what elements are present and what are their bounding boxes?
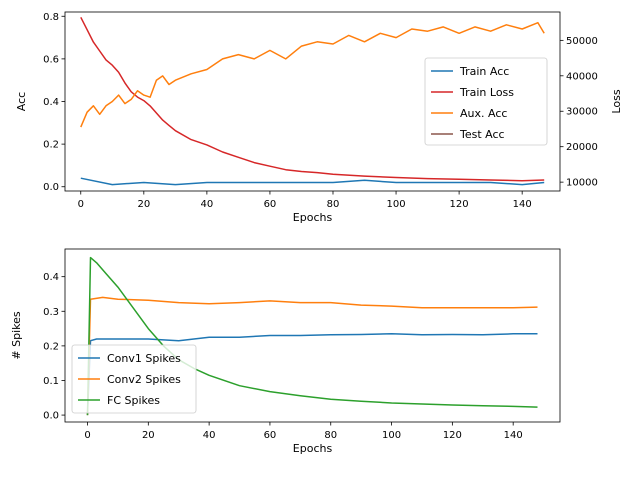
x-tick-label: 140 [504, 430, 523, 441]
x-tick-label: 140 [513, 199, 532, 210]
x-tick-label: 80 [327, 199, 340, 210]
x-tick-label: 20 [142, 430, 155, 441]
legend-label: Conv2 Spikes [107, 373, 181, 386]
y-right-tick-label: 10000 [566, 178, 598, 189]
legend-label: Test Acc [459, 128, 505, 141]
series-line-train-acc [80, 177, 545, 186]
y-tick-label: 0.6 [43, 54, 59, 65]
y-right-axis-label: Loss [610, 89, 623, 113]
y-tick-label: 0.4 [43, 97, 59, 108]
y-tick-label: 0.3 [43, 307, 59, 318]
series-line-conv2-spikes [86, 296, 538, 416]
chart-panel-1: 0 20 40 60 80 100 120 140 0.0 0.2 0.4 0.6 0.8 10000 20… [15, 11, 623, 224]
series-line-train-loss [80, 16, 545, 182]
legend: Train Acc Train Loss Aux. Acc Test Acc [424, 57, 548, 146]
x-axis-label: Epochs [293, 211, 333, 224]
y-tick-label: 0.8 [43, 12, 59, 23]
series-line-fc-spikes [86, 256, 538, 416]
y-axis-label: Acc [15, 92, 28, 111]
y-tick-label: 0.2 [43, 341, 59, 352]
y-tick-label: 0.1 [43, 376, 59, 387]
legend-label: FC Spikes [107, 394, 160, 407]
y-tick-label: 0.4 [43, 272, 59, 283]
chart-panel-2: 0 20 40 60 80 100 120 140 0.0 0.1 0.2 0.3 0.4 Epochs #… [10, 248, 561, 455]
y-right-tick-label: 20000 [566, 142, 598, 153]
x-axis-label: Epochs [293, 442, 333, 455]
legend-label: Train Loss [459, 86, 514, 99]
legend-label: Conv1 Spikes [107, 352, 181, 365]
axes-frame [64, 248, 561, 423]
legend-label: Train Acc [459, 65, 509, 78]
y-right-tick-label: 30000 [566, 107, 598, 118]
x-tick-label: 60 [264, 199, 277, 210]
legend-box [71, 344, 197, 414]
legend: Conv1 Spikes Conv2 Spikes FC Spikes [71, 344, 197, 414]
x-tick-label: 120 [450, 199, 469, 210]
x-tick-label: 40 [203, 430, 216, 441]
x-tick-label: 100 [387, 199, 406, 210]
x-tick-label: 60 [264, 430, 277, 441]
series-line-aux-acc [80, 21, 545, 128]
series-line-conv1-spikes [86, 333, 538, 416]
plot-area [86, 256, 538, 416]
y-right-tick-label: 50000 [566, 36, 598, 47]
x-tick-label: 80 [324, 430, 337, 441]
legend-box [424, 57, 548, 146]
y-tick-label: 0.0 [43, 411, 59, 422]
x-tick-label: 20 [137, 199, 150, 210]
y-tick-label: 0.0 [43, 182, 59, 193]
x-tick-label: 0 [78, 199, 84, 210]
x-tick-label: 40 [201, 199, 214, 210]
legend-label: Aux. Acc [460, 107, 507, 120]
x-tick-label: 120 [443, 430, 462, 441]
x-tick-label: 100 [382, 430, 401, 441]
y-tick-label: 0.2 [43, 140, 59, 151]
y-right-tick-label: 40000 [566, 71, 598, 82]
plot-area [80, 16, 545, 186]
y-axis-label: # Spikes [10, 311, 23, 359]
x-tick-label: 0 [84, 430, 90, 441]
